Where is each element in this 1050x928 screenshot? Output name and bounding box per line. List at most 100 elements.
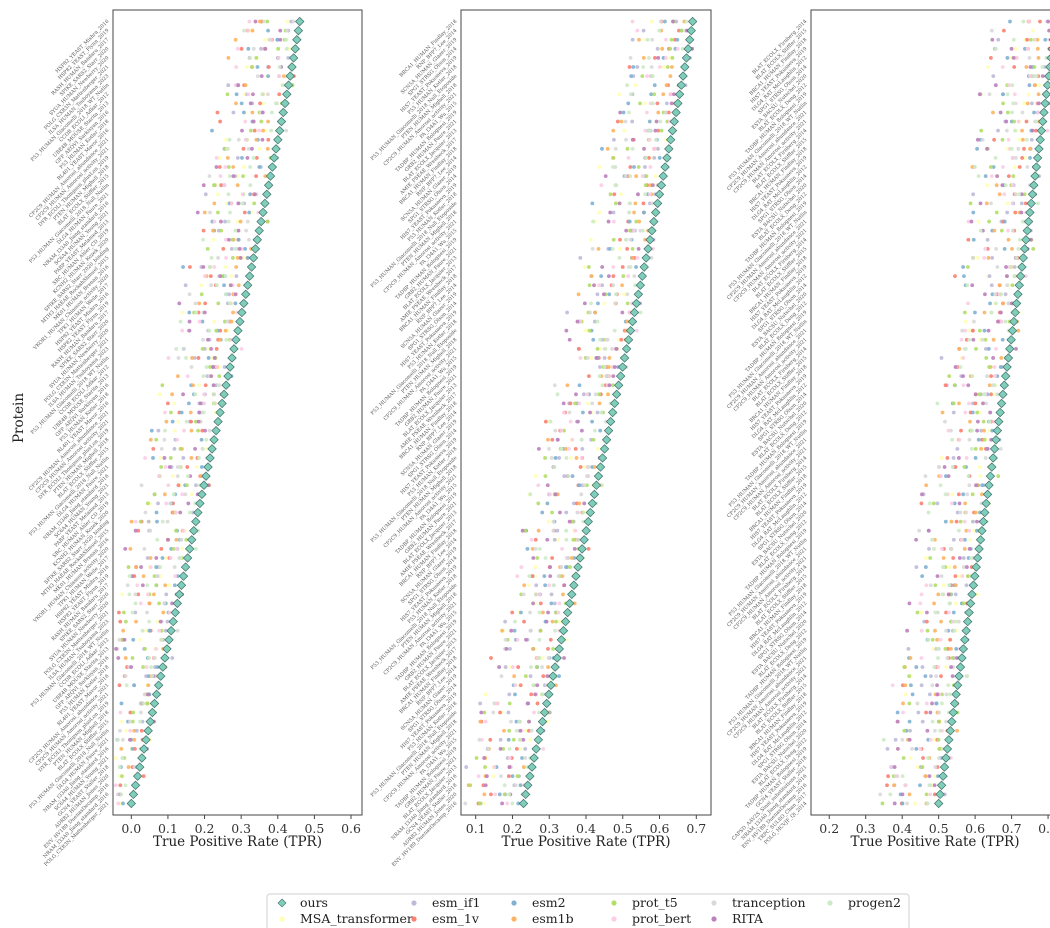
point-ours <box>994 416 1004 427</box>
x-tick-label: 0.4 <box>268 821 288 836</box>
point-esm1b <box>146 683 151 688</box>
point-ours <box>984 480 994 490</box>
point-esm-if1 <box>552 601 557 606</box>
point-esm2 <box>497 792 502 797</box>
point-tranception <box>225 319 230 324</box>
point-ours <box>201 471 211 481</box>
point-esm-1v <box>992 137 997 142</box>
point-prot-t5 <box>987 219 991 224</box>
point-prot-bert <box>668 92 673 97</box>
point-tranception <box>610 346 614 351</box>
point-prot-t5 <box>996 474 1001 479</box>
point-ours <box>295 16 305 27</box>
point-esm-if1 <box>906 646 911 651</box>
point-progen2 <box>952 628 957 633</box>
point-prot-t5 <box>659 128 664 133</box>
point-esm1b <box>986 256 991 260</box>
point-esm2 <box>951 610 956 615</box>
point-prot-bert <box>556 610 561 615</box>
point-rita <box>1005 274 1009 279</box>
point-ours <box>951 689 961 700</box>
x-tick-label: 0.6 <box>341 821 361 836</box>
point-prot-t5 <box>973 446 978 451</box>
point-esm2 <box>991 165 996 169</box>
point-ours <box>681 53 692 63</box>
point-ours <box>687 16 698 27</box>
point-ours <box>935 789 945 800</box>
point-prot-t5 <box>200 346 205 351</box>
point-msa-transformer <box>120 592 125 597</box>
point-tranception <box>284 28 289 33</box>
point-tranception <box>944 692 949 697</box>
point-tranception <box>915 701 920 706</box>
point-prot-bert <box>1023 274 1028 279</box>
point-esm-1v <box>522 619 526 624</box>
point-tranception <box>486 747 490 751</box>
point-prot-bert <box>180 492 185 497</box>
point-rita <box>572 546 577 551</box>
point-rita <box>122 637 127 642</box>
point-esm-1v <box>1020 156 1025 160</box>
point-esm-if1 <box>203 192 208 197</box>
point-esm-1v <box>538 601 543 606</box>
point-prot-t5 <box>216 210 220 215</box>
point-esm-1v <box>919 501 924 506</box>
point-progen2 <box>603 346 608 351</box>
point-esm2 <box>663 19 667 24</box>
point-tranception <box>556 574 561 579</box>
point-progen2 <box>552 583 556 588</box>
point-rita <box>219 219 223 224</box>
point-tranception <box>120 737 125 742</box>
point-esm1b <box>141 574 146 579</box>
point-esm-if1 <box>507 692 512 697</box>
point-progen2 <box>514 728 519 733</box>
x-tick-label: 0.1 <box>158 821 178 836</box>
point-progen2 <box>200 446 205 451</box>
point-esm1b <box>962 546 967 551</box>
point-esm1b <box>987 383 992 388</box>
point-esm2 <box>155 519 159 524</box>
point-ours <box>139 744 149 754</box>
point-tranception <box>983 456 988 460</box>
point-esm1b <box>163 583 168 588</box>
point-rita <box>500 801 505 806</box>
point-rita <box>895 719 900 724</box>
point-progen2 <box>627 201 632 206</box>
point-progen2 <box>212 401 217 406</box>
point-msa-transformer <box>138 637 142 642</box>
point-msa-transformer <box>975 256 980 260</box>
point-rita <box>986 328 991 333</box>
point-prot-bert <box>157 628 162 633</box>
point-esm2 <box>557 674 561 679</box>
point-prot-t5 <box>634 219 639 224</box>
point-rita <box>608 210 613 215</box>
point-msa-transformer <box>528 737 533 742</box>
point-tranception <box>593 392 598 397</box>
point-esm1b <box>968 419 972 424</box>
point-progen2 <box>1014 256 1019 260</box>
point-esm-1v <box>989 374 993 379</box>
point-ours <box>153 680 164 690</box>
point-tranception <box>492 701 497 706</box>
point-msa-transformer <box>124 728 129 733</box>
point-rita <box>114 646 118 651</box>
point-esm1b <box>656 110 661 115</box>
point-ours <box>542 698 552 709</box>
point-msa-transformer <box>1012 165 1017 169</box>
point-progen2 <box>248 56 252 60</box>
point-progen2 <box>658 119 663 124</box>
point-prot-bert <box>223 237 228 242</box>
point-prot-bert <box>246 28 250 33</box>
point-esm-if1 <box>955 510 960 515</box>
point-ours <box>205 453 215 463</box>
point-progen2 <box>940 592 945 597</box>
point-esm-if1 <box>555 528 560 533</box>
point-msa-transformer <box>931 646 936 651</box>
point-ours <box>193 507 203 518</box>
point-esm-if1 <box>223 219 227 224</box>
point-esm1b <box>225 156 230 160</box>
point-ours <box>197 489 207 500</box>
legend-entry-ours: ours <box>277 895 328 910</box>
point-ours <box>1039 107 1049 118</box>
point-esm2 <box>1000 337 1005 342</box>
